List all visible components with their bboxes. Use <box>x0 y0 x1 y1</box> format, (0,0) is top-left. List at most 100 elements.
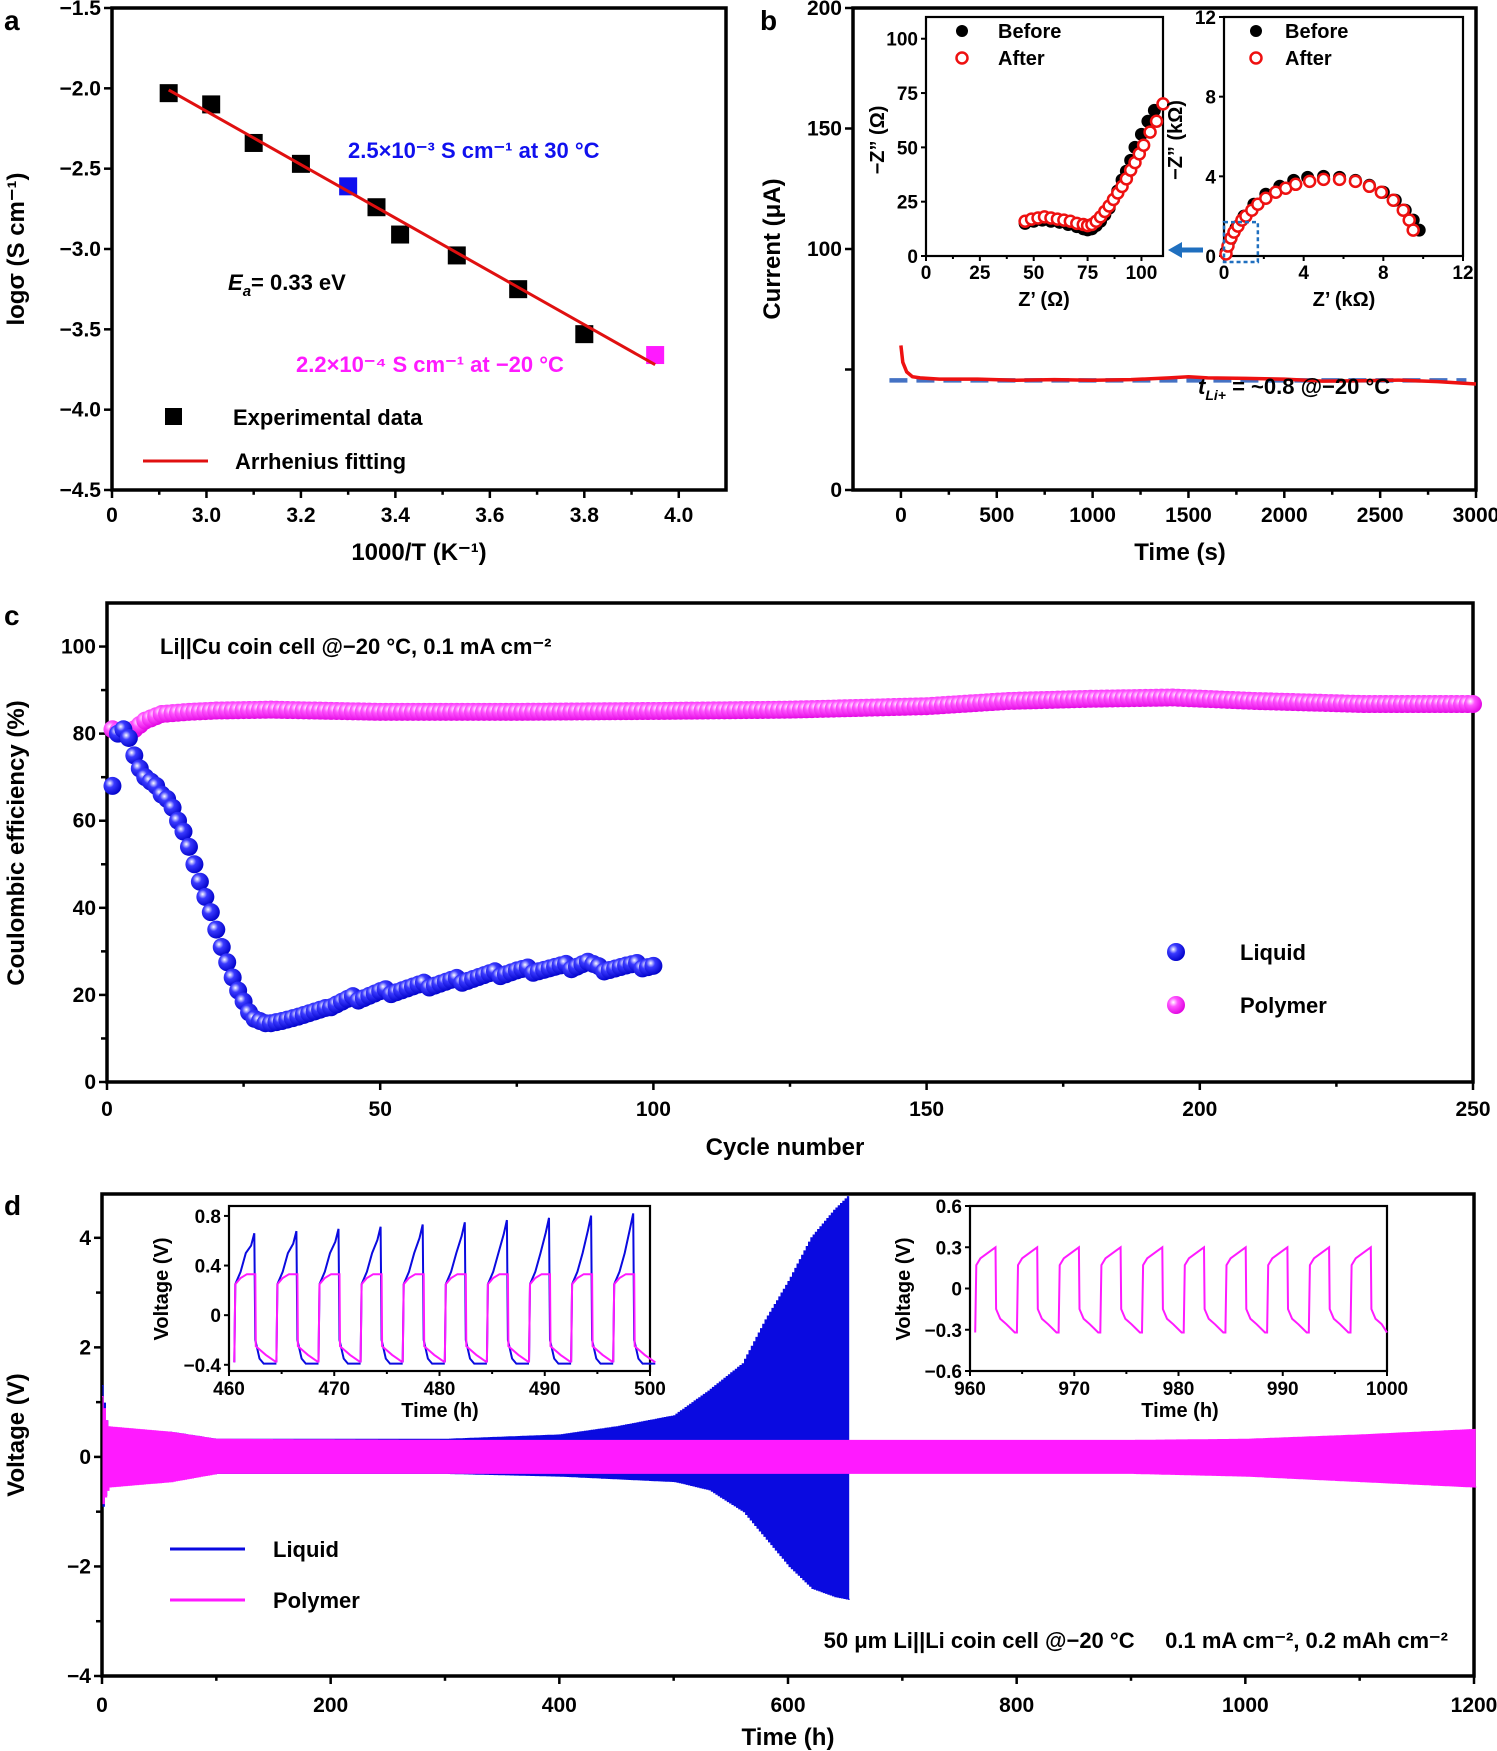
inset1-y-label: Voltage (V) <box>151 1238 173 1341</box>
liquid-data-point <box>190 872 209 891</box>
panel-label-a: a <box>4 5 20 36</box>
x-tick-label: 3000 <box>1453 504 1497 527</box>
x-tick-label: 470 <box>318 1379 350 1400</box>
eis-inset-kohm-y-label: −Z” (kΩ) <box>1165 100 1187 180</box>
x-tick-label: 800 <box>999 1694 1034 1717</box>
liquid-inset-cycle <box>570 1215 614 1365</box>
y-tick-label: −4 <box>67 1665 91 1688</box>
panel-b-x-axis-label: Time (s) <box>1134 539 1226 566</box>
legend-label-before-1: Before <box>998 21 1061 43</box>
x-tick-label: 200 <box>1182 1098 1217 1121</box>
legend-marker-experimental <box>165 408 182 425</box>
panel-a: a 0 3.0 3.2 3.4 3.6 3.8 4.0 −1.5 −2.0 −2.5 −3.0 −3.… <box>3 0 728 566</box>
y-tick-label: 150 <box>807 118 842 141</box>
eis-point-after <box>1288 177 1303 192</box>
legend-marker-polymer-c <box>1167 996 1185 1014</box>
y-tick-label: 100 <box>807 238 842 261</box>
x-tick-label: 600 <box>770 1694 805 1717</box>
polymer-inset-cycle <box>443 1273 488 1364</box>
x-tick-label: 500 <box>634 1379 666 1400</box>
panel-b-frame <box>851 6 1478 492</box>
x-tick-label: 960 <box>954 1379 986 1400</box>
liquid-data-point <box>119 728 138 747</box>
voltage-inset-960-1000: 960 970 980 990 1000 −0.6 −0.3 0 0.3 0.6 <box>924 1197 1408 1400</box>
liquid-data-point <box>207 920 226 939</box>
inset2-y-label: Voltage (V) <box>893 1238 915 1341</box>
liquid-data-point <box>185 855 204 874</box>
liquid-data-point <box>201 903 220 922</box>
y-tick-label: −2.0 <box>60 77 101 100</box>
x-tick-label: 1200 <box>1451 1694 1497 1717</box>
t-value: = ~0.8 @−20 °C <box>1226 374 1390 399</box>
legend-label-arrhenius: Arrhenius fitting <box>235 449 406 474</box>
panel-c-annotation: Li||Cu coin cell @−20 °C, 0.1 mA cm⁻² <box>160 634 551 659</box>
legend-label-liquid-c: Liquid <box>1240 940 1306 965</box>
y-tick-label: 0 <box>907 247 918 268</box>
y-tick-label: 8 <box>1205 88 1216 109</box>
liquid-inset-cycle <box>612 1213 656 1365</box>
eis-point-after <box>1406 223 1420 237</box>
y-tick-label: 4 <box>79 1227 91 1250</box>
panel-c-x-axis-label: Cycle number <box>706 1134 865 1161</box>
eis-point-after <box>1136 138 1151 152</box>
liquid-inset-cycle <box>233 1233 277 1365</box>
polymer-inset-cycle <box>485 1273 530 1364</box>
polymer-inset-cycle <box>528 1273 572 1364</box>
x-tick-label: 3.4 <box>381 504 411 527</box>
ea-subscript: a <box>243 283 251 300</box>
y-tick-label: −3.0 <box>60 238 101 261</box>
y-tick-label: 80 <box>73 723 96 746</box>
x-tick-label: 1000 <box>1222 1694 1269 1717</box>
x-tick-label: 25 <box>969 263 991 284</box>
polymer-voltage-trace <box>102 1396 1477 1505</box>
data-point-square <box>646 346 665 365</box>
panel-b-y-axis-label: Current (μA) <box>759 178 786 319</box>
legend-label-before-2: Before <box>1285 21 1348 43</box>
voltage-inset-460-500: 460 470 480 490 500 −0.4 0 0.4 0.8 <box>183 1207 665 1400</box>
legend-label-polymer-c: Polymer <box>1240 993 1327 1018</box>
y-tick-label: 2 <box>79 1336 91 1359</box>
y-tick-label: −1.5 <box>60 0 102 20</box>
y-tick-label: 4 <box>1205 167 1216 188</box>
panel-c-axes: 0 50 100 150 200 250 0 20 40 60 80 100 <box>61 636 1491 1121</box>
panel-label-d: d <box>4 1190 21 1221</box>
panel-d-annotation: 50 μm Li||Li coin cell @−20 °C 0.1 mA cm… <box>824 1628 1448 1653</box>
eis-point-after <box>1143 125 1157 139</box>
data-point-square <box>575 325 594 344</box>
liquid-inset-cycle <box>528 1217 572 1365</box>
y-tick-label: 100 <box>61 636 96 659</box>
eis-inset-ohm: 0 25 50 75 100 0 25 50 75 100 <box>886 30 1170 284</box>
eis-point-after <box>1332 172 1347 187</box>
liquid-inset-cycle <box>485 1219 529 1365</box>
panel-d-x-axis-label: Time (h) <box>742 1724 835 1751</box>
eis-point-after <box>1396 203 1410 217</box>
x-tick-label: 50 <box>369 1098 392 1121</box>
liquid-data-point <box>218 953 237 972</box>
data-point-square <box>202 95 221 114</box>
panel-d-marks <box>102 1196 1477 1600</box>
y-tick-label: 25 <box>897 193 919 214</box>
y-tick-label: −0.3 <box>924 1321 962 1342</box>
y-tick-label: 0.6 <box>936 1197 962 1218</box>
liquid-data-point <box>103 776 122 795</box>
legend-label-liquid-d: Liquid <box>273 1537 339 1562</box>
panel-a-marks <box>159 84 665 366</box>
eis-point-after <box>1374 185 1389 200</box>
x-tick-label: 3.6 <box>475 504 504 527</box>
annotation-minus20c: 2.2×10⁻⁴ S cm⁻¹ at −20 °C <box>296 352 564 377</box>
arrhenius-fit-line <box>167 88 656 366</box>
legend-label-after-1: After <box>998 48 1045 70</box>
panel-b-marks <box>889 345 1477 386</box>
x-tick-label: 0 <box>101 1098 113 1121</box>
x-tick-label: 500 <box>979 504 1014 527</box>
y-tick-label: 0 <box>84 1071 96 1094</box>
eis-inset-ohm-x-label: Z’ (Ω) <box>1018 289 1070 311</box>
eis-point-after <box>1348 174 1363 189</box>
x-tick-label: 0 <box>106 504 118 527</box>
x-tick-label: 100 <box>1126 263 1158 284</box>
x-tick-label: 0 <box>1219 263 1230 284</box>
y-tick-label: 0.3 <box>936 1238 962 1259</box>
x-tick-label: 980 <box>1163 1379 1195 1400</box>
